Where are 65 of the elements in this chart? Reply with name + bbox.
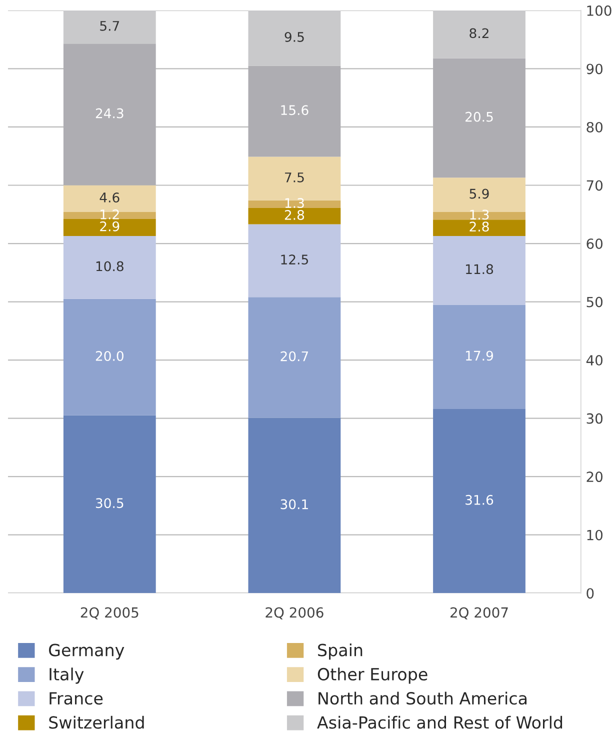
bar bbox=[63, 236, 156, 299]
y-tick-label: 60 bbox=[586, 238, 602, 249]
bar bbox=[248, 297, 341, 418]
y-tick-label: 50 bbox=[586, 296, 602, 308]
bar bbox=[63, 298, 156, 416]
bar bbox=[63, 415, 156, 594]
data-label: 2.9 bbox=[100, 221, 120, 232]
bar bbox=[63, 10, 156, 44]
data-label: 1.2 bbox=[100, 209, 119, 220]
legend-label: Asia-Pacific and Rest of World bbox=[317, 716, 562, 729]
data-label: 15.6 bbox=[281, 105, 308, 116]
bar bbox=[248, 10, 341, 66]
bar bbox=[433, 304, 526, 409]
bar bbox=[248, 208, 341, 224]
data-label: 12.5 bbox=[281, 254, 308, 265]
y-tick-label: 70 bbox=[586, 180, 602, 191]
data-label: 20.5 bbox=[466, 112, 493, 122]
data-label: 30.5 bbox=[96, 498, 124, 508]
legend-label: Germany bbox=[49, 644, 124, 660]
bar bbox=[433, 58, 526, 178]
bar bbox=[433, 10, 526, 58]
data-label: 5.9 bbox=[470, 188, 489, 199]
bar bbox=[63, 219, 156, 236]
legend-label: North and South America bbox=[318, 692, 526, 705]
y-tick-label: 80 bbox=[586, 122, 602, 132]
bar bbox=[433, 408, 526, 594]
data-label: 17.9 bbox=[466, 350, 494, 361]
data-label: 31.6 bbox=[466, 494, 494, 505]
data-label: 2.8 bbox=[470, 222, 489, 232]
bar bbox=[248, 66, 341, 157]
data-label: 24.3 bbox=[96, 108, 124, 118]
legend-label: Other Europe bbox=[318, 668, 428, 684]
x-tick-label: 2Q 2005 bbox=[80, 607, 138, 620]
bar bbox=[433, 220, 526, 236]
bar bbox=[248, 418, 341, 594]
bar bbox=[248, 224, 341, 298]
data-label: 9.5 bbox=[284, 32, 304, 42]
data-label: 20.0 bbox=[96, 350, 124, 361]
data-label: 4.6 bbox=[100, 192, 120, 202]
legend-label: France bbox=[50, 692, 103, 705]
data-label: 1.3 bbox=[285, 198, 304, 208]
bar bbox=[248, 200, 341, 208]
data-label: 1.3 bbox=[470, 210, 489, 220]
x-tick-label: 2Q 2007 bbox=[450, 607, 508, 620]
legend-label: Switzerland bbox=[49, 716, 144, 729]
x-tick-label: 2Q 2006 bbox=[266, 607, 324, 620]
data-label: 11.8 bbox=[466, 264, 494, 274]
data-label: 8.2 bbox=[470, 28, 488, 38]
y-tick-label: 10 bbox=[587, 530, 602, 540]
y-tick-label: 30 bbox=[586, 413, 602, 424]
data-label: 30.1 bbox=[280, 499, 308, 510]
legend-label: Spain bbox=[318, 643, 362, 660]
y-tick-label: 20 bbox=[586, 472, 602, 482]
data-label: 7.5 bbox=[285, 172, 304, 182]
data-label: 5.7 bbox=[100, 21, 120, 31]
legend-label: Italy bbox=[50, 668, 84, 684]
bar bbox=[63, 44, 156, 186]
bar bbox=[433, 236, 526, 305]
y-tick-label: 0 bbox=[586, 588, 594, 599]
y-tick-label: 100 bbox=[587, 5, 612, 16]
y-tick-label: 40 bbox=[586, 355, 602, 366]
data-label: 2.8 bbox=[284, 210, 304, 220]
y-tick-label: 90 bbox=[586, 64, 602, 74]
data-label: 20.7 bbox=[280, 351, 308, 362]
data-label: 10.8 bbox=[96, 261, 124, 272]
